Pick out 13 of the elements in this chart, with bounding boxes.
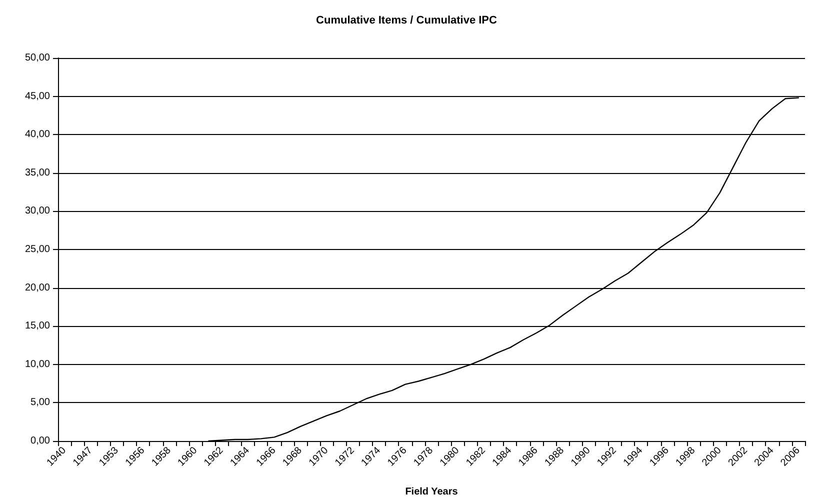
chart-title: Cumulative Items / Cumulative IPC [316, 14, 498, 26]
y-tick-label: 50,00 [24, 52, 50, 64]
y-tick-label: 25,00 [24, 244, 50, 255]
y-tick-label: 5,00 [30, 397, 50, 408]
x-axis-title: Field Years [405, 486, 458, 498]
y-tick-label: 0,00 [30, 436, 50, 446]
y-tick-label: 35,00 [24, 167, 50, 178]
y-tick-label: 20,00 [24, 282, 50, 294]
y-tick-label: 10,00 [24, 358, 50, 370]
y-tick-label: 30,00 [24, 206, 50, 217]
y-tick-label: 15,00 [24, 320, 50, 332]
y-tick-label: 45,00 [24, 90, 50, 102]
y-tick-label: 40,00 [24, 129, 50, 140]
